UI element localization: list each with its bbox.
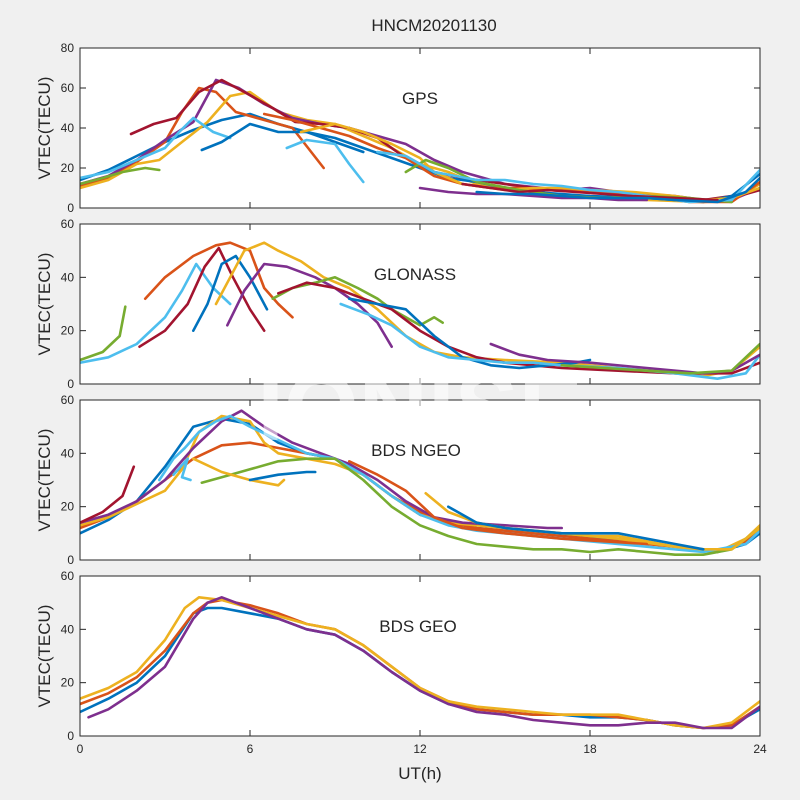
- panel-annotation: BDS GEO: [379, 617, 456, 636]
- y-tick-label: 40: [61, 622, 75, 636]
- x-axis-label: UT(h): [398, 764, 441, 783]
- panel-annotation: GPS: [402, 89, 438, 108]
- series-line-12: [560, 342, 760, 375]
- watermark: IONISE: [257, 354, 582, 461]
- series-line-11: [447, 505, 705, 551]
- plot-area: [80, 48, 760, 208]
- series-line-0: [80, 112, 365, 182]
- series-line-1: [80, 86, 325, 188]
- series-line-4: [80, 166, 161, 186]
- series-line-5: [158, 414, 760, 554]
- panel-1: 0 20 40 60 VTEC(TECU) GLONASS: [35, 217, 761, 391]
- series-line-3: [138, 246, 266, 348]
- plot-area: [80, 576, 760, 736]
- y-tick-label: 40: [61, 121, 75, 135]
- series-line-14: [461, 182, 719, 202]
- x-tick-label: 24: [753, 742, 767, 756]
- x-tick-label: 0: [77, 742, 84, 756]
- series-line-3: [80, 409, 563, 530]
- series-line-12: [376, 150, 760, 204]
- x-tick-label: 18: [583, 742, 597, 756]
- y-axis-label: VTEC(TECU): [35, 77, 54, 180]
- series-line-13: [418, 186, 648, 202]
- series-line-8: [248, 470, 317, 482]
- series-line-2: [80, 596, 760, 730]
- panel-3: 0 20 40 60 0 6 12 18 24 VTEC(TECU) BDS GEO: [35, 569, 767, 756]
- y-tick-label: 0: [67, 201, 74, 215]
- series-line-12: [347, 460, 648, 546]
- series-line-4: [80, 465, 136, 524]
- panel-annotation: BDS NGEO: [371, 441, 461, 460]
- series-line-15: [475, 176, 760, 204]
- series-group: [80, 78, 760, 204]
- y-tick-label: 0: [67, 553, 74, 567]
- series-line-7: [271, 276, 444, 327]
- figure-title: HNCM20201130: [371, 16, 496, 35]
- y-tick-label: 40: [61, 446, 75, 460]
- y-axis-label: VTEC(TECU): [35, 605, 54, 708]
- y-tick-label: 80: [61, 41, 75, 55]
- y-tick-label: 20: [61, 500, 75, 514]
- y-axis-label: VTEC(TECU): [35, 429, 54, 532]
- series-group: [80, 409, 760, 556]
- series-line-8: [285, 138, 365, 184]
- y-tick-label: 60: [61, 569, 75, 583]
- series-group: [80, 596, 760, 730]
- y-tick-label: 60: [61, 81, 75, 95]
- y-tick-label: 40: [61, 270, 75, 284]
- y-tick-label: 0: [67, 377, 74, 391]
- x-tick-label: 12: [413, 742, 427, 756]
- y-tick-label: 60: [61, 393, 75, 407]
- series-group: [80, 241, 760, 380]
- y-tick-label: 20: [61, 161, 75, 175]
- y-axis-label: VTEC(TECU): [35, 253, 54, 356]
- y-tick-label: 20: [61, 676, 75, 690]
- panel-annotation: GLONASS: [374, 265, 456, 284]
- series-line-0: [80, 262, 232, 364]
- x-tick-label: 6: [247, 742, 254, 756]
- y-tick-label: 0: [67, 729, 74, 743]
- series-line-10: [339, 302, 760, 380]
- series-line-3: [87, 596, 760, 730]
- y-tick-label: 60: [61, 217, 75, 231]
- series-line-4: [192, 254, 269, 332]
- series-line-2: [80, 305, 127, 362]
- plot-area: [80, 224, 760, 384]
- series-line-6: [200, 457, 760, 556]
- series-line-9: [172, 457, 192, 482]
- series-line-5: [80, 116, 232, 180]
- panel-2: 0 20 40 60 VTEC(TECU) BDS NGEO: [35, 393, 761, 567]
- panel-0: 0 20 40 60 80 VTEC(TECU) GPS: [35, 41, 761, 215]
- y-tick-label: 20: [61, 324, 75, 338]
